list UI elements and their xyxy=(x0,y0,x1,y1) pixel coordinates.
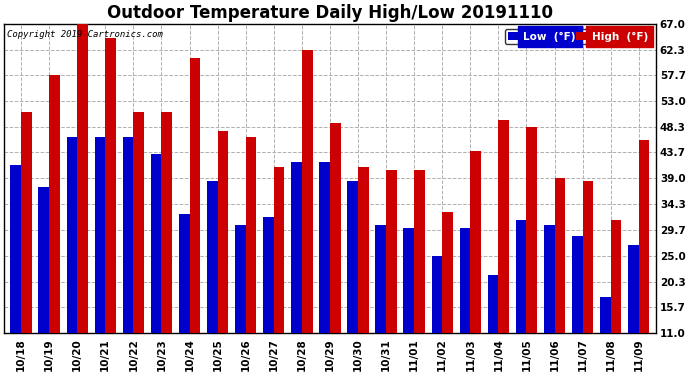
Bar xyxy=(572,236,582,333)
Bar xyxy=(386,170,397,333)
Bar xyxy=(611,220,622,333)
Bar xyxy=(66,137,77,333)
Bar xyxy=(190,58,200,333)
Bar xyxy=(179,214,190,333)
Bar xyxy=(133,112,144,333)
Bar xyxy=(414,170,425,333)
Legend: Low  (°F), High  (°F): Low (°F), High (°F) xyxy=(505,29,651,44)
Bar xyxy=(544,225,555,333)
Bar xyxy=(207,181,217,333)
Bar xyxy=(375,225,386,333)
Bar xyxy=(161,112,172,333)
Bar xyxy=(77,24,88,333)
Bar xyxy=(555,178,565,333)
Bar xyxy=(150,153,161,333)
Bar xyxy=(460,228,471,333)
Bar xyxy=(431,256,442,333)
Bar xyxy=(330,123,341,333)
Bar xyxy=(39,187,49,333)
Bar xyxy=(358,167,368,333)
Bar xyxy=(516,220,526,333)
Bar xyxy=(442,211,453,333)
Bar xyxy=(246,137,257,333)
Bar xyxy=(235,225,246,333)
Bar xyxy=(471,151,481,333)
Title: Outdoor Temperature Daily High/Low 20191110: Outdoor Temperature Daily High/Low 20191… xyxy=(107,4,553,22)
Bar xyxy=(291,162,302,333)
Bar xyxy=(526,127,537,333)
Bar xyxy=(49,75,60,333)
Bar xyxy=(21,112,32,333)
Bar xyxy=(263,217,274,333)
Bar xyxy=(404,228,414,333)
Bar xyxy=(498,120,509,333)
Bar xyxy=(95,137,106,333)
Text: Copyright 2019 Cartronics.com: Copyright 2019 Cartronics.com xyxy=(8,30,164,39)
Bar xyxy=(274,167,284,333)
Bar xyxy=(600,297,611,333)
Bar xyxy=(217,132,228,333)
Bar xyxy=(10,165,21,333)
Bar xyxy=(347,181,358,333)
Bar xyxy=(302,50,313,333)
Bar xyxy=(319,162,330,333)
Bar xyxy=(123,137,133,333)
Bar xyxy=(628,245,639,333)
Bar xyxy=(106,38,116,333)
Bar xyxy=(582,181,593,333)
Bar xyxy=(488,275,498,333)
Bar xyxy=(639,140,649,333)
